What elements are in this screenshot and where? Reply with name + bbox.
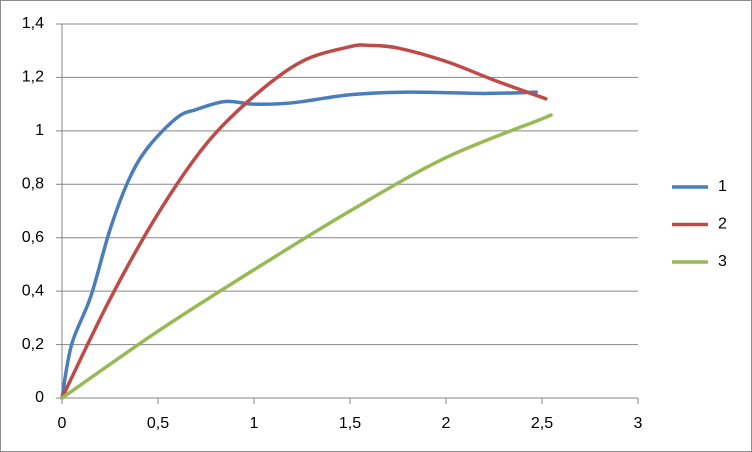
x-tick-label: 0	[58, 415, 67, 432]
y-tick-label: 1,2	[22, 69, 44, 86]
y-tick-label: 0,2	[22, 336, 44, 353]
series-line	[60, 113, 553, 400]
x-tick-label: 0,5	[147, 415, 169, 432]
series-line	[60, 43, 548, 400]
series-line	[60, 90, 538, 400]
legend-label: 1	[718, 178, 727, 195]
y-tick-label: 0,6	[22, 229, 44, 246]
x-tick-label: 2,5	[531, 415, 553, 432]
x-tick-label: 1	[250, 415, 259, 432]
y-tick-label: 0	[35, 389, 44, 406]
legend-label: 3	[718, 253, 727, 270]
x-tick-label: 1,5	[339, 415, 361, 432]
y-tick-label: 1,4	[22, 15, 44, 32]
legend-label: 2	[718, 216, 727, 233]
x-tick-label: 2	[442, 415, 451, 432]
y-tick-label: 0,4	[22, 282, 44, 299]
x-tick-label: 3	[634, 415, 643, 432]
y-tick-label: 1	[35, 122, 44, 139]
y-tick-label: 0,8	[22, 176, 44, 193]
